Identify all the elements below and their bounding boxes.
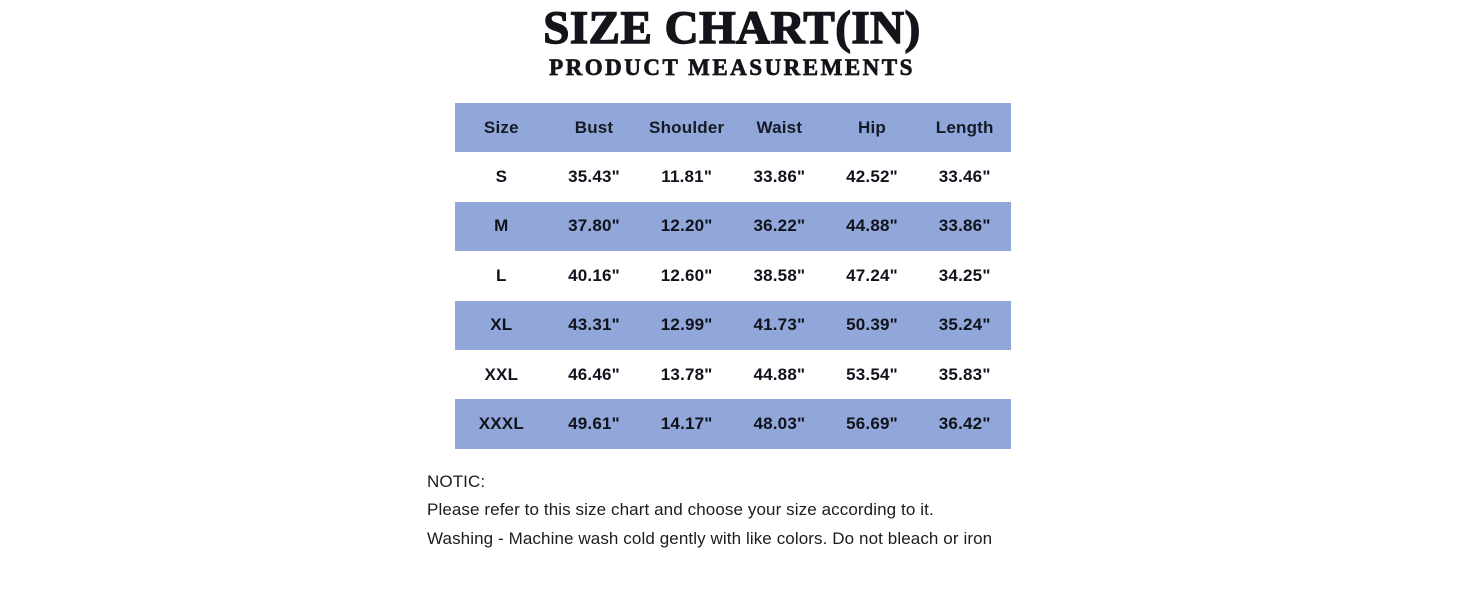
size-label: L (496, 265, 507, 285)
column-header-waist: Waist (756, 117, 803, 137)
measurement-cell: 14.17" (660, 414, 713, 434)
notice-line: Please refer to this size chart and choo… (427, 500, 934, 520)
measurement-cell: 41.73" (753, 315, 806, 335)
table-row-m: M 37.80" 12.20" 36.22" 44.88" 33.86" (455, 201, 1011, 252)
measurement-cell: 44.88" (753, 364, 806, 384)
size-label: M (494, 216, 509, 236)
measurement-cell: 35.24" (938, 315, 991, 335)
measurement-cell: 43.31" (568, 315, 620, 335)
measurement-cell: 13.78" (660, 364, 713, 384)
measurement-cell: 40.16" (568, 265, 620, 285)
measurement-cell: 36.22" (753, 216, 806, 236)
measurement-cell: 35.43" (568, 167, 620, 187)
measurement-cell: 37.80" (568, 216, 620, 236)
size-label: XL (490, 315, 513, 335)
table-row-s: S 35.43" 11.81" 33.86" 42.52" 33.46" (455, 152, 1011, 202)
measurement-cell: 47.24" (846, 265, 898, 285)
title-block: SIZE CHART(IN) PRODUCT MEASUREMENTS (0, 2, 1464, 81)
measurement-cell: 34.25" (938, 265, 991, 285)
measurement-cell: 33.46" (938, 167, 991, 187)
column-header-size: Size (483, 117, 519, 137)
measurement-cell: 33.86" (753, 167, 806, 187)
measurement-cell: 35.83" (938, 364, 991, 384)
table-row-l: L 40.16" 12.60" 38.58" 47.24" 34.25" (455, 251, 1011, 301)
measurement-cell: 44.88" (846, 216, 898, 236)
measurement-cell: 46.46" (568, 364, 620, 384)
measurement-cell: 50.39" (846, 315, 898, 335)
column-header-bust: Bust (574, 117, 614, 137)
column-header-length: Length (935, 117, 994, 137)
measurement-cell: 56.69" (846, 414, 898, 434)
measurement-cell: 36.42" (938, 414, 991, 434)
measurement-cell: 12.60" (660, 265, 713, 285)
measurement-cell: 12.99" (660, 315, 713, 335)
table-row-xl: XL 43.31" 12.99" 41.73" 50.39" 35.24" (455, 300, 1011, 350)
notice-line: Washing - Machine wash cold gently with … (427, 528, 993, 548)
size-label: XXL (484, 364, 519, 384)
notice-heading: NOTIC: (427, 472, 486, 491)
table-row-xxl: XXL 46.46" 13.78" 44.88" 53.54" 35.83" (455, 349, 1011, 400)
table-row-xxxl: XXXL 49.61" 14.17" 48.03" 56.69" 36.42" (455, 399, 1011, 449)
measurement-cell: 12.20" (660, 216, 713, 236)
notice-block: NOTIC: Please refer to this size chart a… (427, 468, 992, 553)
table-header-row: Size Bust Shoulder Waist Hip Length (455, 103, 1011, 153)
measurement-cell: 42.52" (846, 167, 898, 187)
measurement-cell: 11.81" (661, 167, 713, 187)
page-title: SIZE CHART(IN) (543, 2, 921, 54)
size-label: S (495, 167, 508, 187)
size-label: XXXL (478, 414, 524, 434)
measurement-cell: 48.03" (753, 414, 806, 434)
measurement-cell: 33.86" (938, 216, 991, 236)
column-header-hip: Hip (858, 117, 887, 137)
page-subtitle: PRODUCT MEASUREMENTS (549, 55, 915, 81)
size-chart-table: Size Bust Shoulder Waist Hip Length S 35… (455, 103, 1011, 449)
measurement-cell: 49.61" (568, 414, 620, 434)
measurement-cell: 38.58" (753, 265, 806, 285)
column-header-shoulder: Shoulder (649, 117, 725, 137)
measurement-cell: 53.54" (846, 364, 898, 384)
